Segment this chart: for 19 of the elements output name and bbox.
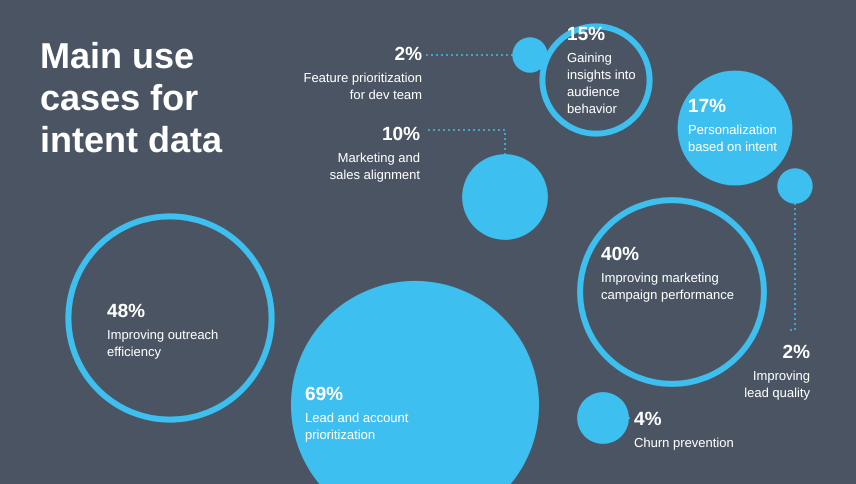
data-label: 4% [634, 409, 662, 430]
category-label: Churn prevention [634, 435, 734, 450]
data-label: 2% [782, 342, 810, 363]
category-label: Personalization based on intent [688, 122, 778, 154]
data-label: 40% [601, 244, 640, 265]
data-label: 48% [107, 301, 146, 322]
category-label: Lead and account prioritization [305, 410, 409, 442]
data-label: 10% [382, 124, 420, 145]
data-label: 15% [567, 24, 606, 45]
category-label: Marketing and sales alignment [330, 150, 420, 182]
text: Main use cases for intent data [40, 35, 223, 160]
category-label: Improving outreach efficiency [107, 327, 218, 359]
category-label: Improving lead quality [744, 368, 810, 400]
data-label: 69% [305, 384, 344, 405]
data-label: 2% [394, 44, 422, 65]
category-label: Feature prioritization for dev team [304, 70, 422, 102]
category-label: Gaining insights into audience behavior [567, 50, 636, 116]
category-label: Improving marketing campaign performance [601, 270, 734, 302]
data-label: 17% [688, 96, 726, 117]
